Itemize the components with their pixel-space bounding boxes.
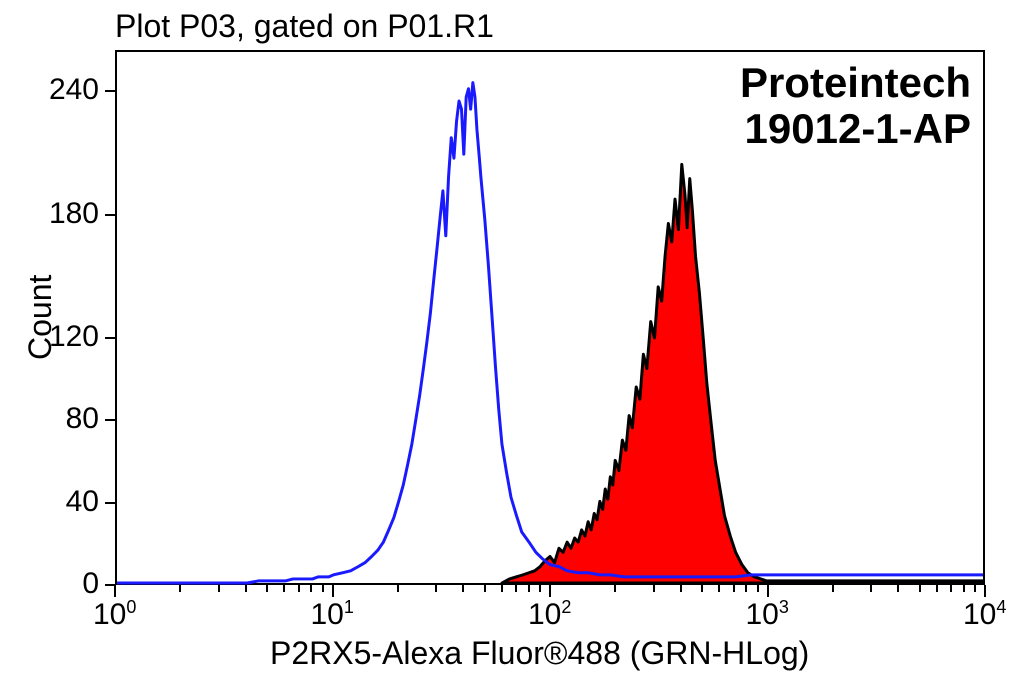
- y-tick-mark: [105, 419, 115, 421]
- x-minor-tick-mark: [266, 585, 268, 592]
- x-minor-tick-mark: [245, 585, 247, 592]
- x-minor-tick-mark: [283, 585, 285, 592]
- series-red: [502, 164, 983, 583]
- x-minor-tick-mark: [528, 585, 530, 592]
- x-minor-tick-mark: [974, 585, 976, 592]
- x-minor-tick-mark: [218, 585, 220, 592]
- x-minor-tick-mark: [539, 585, 541, 592]
- x-minor-tick-mark: [897, 585, 899, 592]
- x-minor-tick-mark: [919, 585, 921, 592]
- x-minor-tick-mark: [501, 585, 503, 592]
- x-tick-label: 104: [963, 597, 1006, 632]
- annotation-block: Proteintech 19012-1-AP: [740, 60, 971, 152]
- x-major-tick-mark: [767, 585, 769, 597]
- x-minor-tick-mark: [733, 585, 735, 592]
- x-minor-tick-mark: [870, 585, 872, 592]
- series-blue: [117, 83, 983, 583]
- x-minor-tick-mark: [298, 585, 300, 592]
- y-tick-label: 0: [43, 567, 99, 601]
- x-minor-tick-mark: [832, 585, 834, 592]
- x-minor-tick-mark: [701, 585, 703, 592]
- x-minor-tick-mark: [614, 585, 616, 592]
- x-minor-tick-mark: [745, 585, 747, 592]
- x-minor-tick-mark: [950, 585, 952, 592]
- x-minor-tick-mark: [936, 585, 938, 592]
- x-major-tick-mark: [332, 585, 334, 597]
- y-tick-label: 80: [43, 402, 99, 436]
- y-tick-label: 180: [43, 197, 99, 231]
- x-major-tick-mark: [549, 585, 551, 597]
- x-minor-tick-mark: [179, 585, 181, 592]
- y-tick-label: 120: [43, 320, 99, 354]
- y-tick-label: 40: [43, 485, 99, 519]
- annotation-line-1: Proteintech: [740, 60, 971, 106]
- x-minor-tick-mark: [680, 585, 682, 592]
- plot-title: Plot P03, gated on P01.R1: [115, 8, 494, 45]
- y-tick-mark: [105, 214, 115, 216]
- y-tick-label: 240: [43, 73, 99, 107]
- x-minor-tick-mark: [310, 585, 312, 592]
- plot-area: Proteintech 19012-1-AP: [115, 50, 985, 585]
- x-minor-tick-mark: [718, 585, 720, 592]
- x-minor-tick-mark: [462, 585, 464, 592]
- x-tick-label: 103: [746, 597, 789, 632]
- x-minor-tick-mark: [653, 585, 655, 592]
- x-tick-label: 102: [528, 597, 571, 632]
- x-minor-tick-mark: [397, 585, 399, 592]
- x-minor-tick-mark: [757, 585, 759, 592]
- x-minor-tick-mark: [435, 585, 437, 592]
- x-minor-tick-mark: [322, 585, 324, 592]
- y-tick-mark: [105, 337, 115, 339]
- x-minor-tick-mark: [484, 585, 486, 592]
- x-tick-label: 101: [311, 597, 354, 632]
- x-major-tick-mark: [114, 585, 116, 597]
- x-tick-label: 100: [93, 597, 136, 632]
- x-minor-tick-mark: [963, 585, 965, 592]
- annotation-line-2: 19012-1-AP: [740, 106, 971, 152]
- x-minor-tick-mark: [515, 585, 517, 592]
- chart-canvas: Plot P03, gated on P01.R1 Count Proteint…: [0, 0, 1015, 683]
- y-tick-mark: [105, 90, 115, 92]
- x-axis-label: P2RX5-Alexa Fluor®488 (GRN-HLog): [270, 635, 809, 672]
- x-major-tick-mark: [984, 585, 986, 597]
- y-tick-mark: [105, 502, 115, 504]
